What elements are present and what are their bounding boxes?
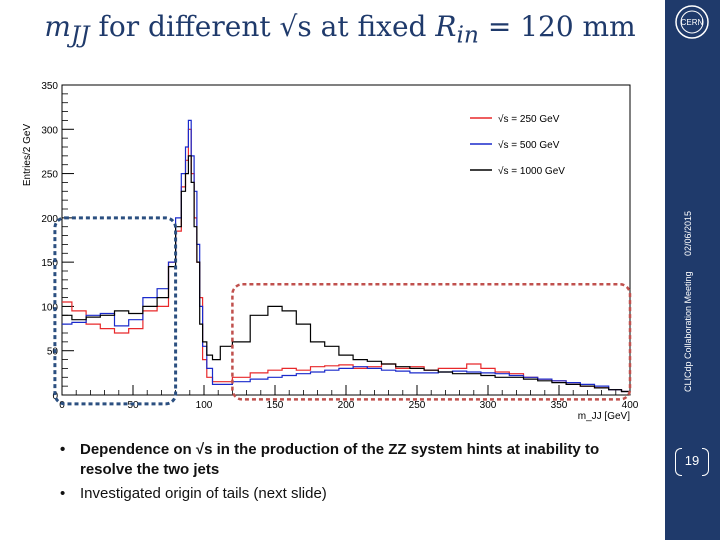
legend-label-2: √s = 500 GeV (498, 139, 560, 151)
slide-title: mJJ for different √s at fixed Rin = 120 … (20, 10, 660, 49)
y-tick-label: 250 (41, 170, 58, 181)
y-tick-label: 300 (41, 125, 58, 136)
y-tick-label: 50 (47, 347, 59, 358)
cern-logo-icon: CERN (675, 5, 709, 39)
title-text-1: for different (89, 10, 280, 43)
histogram-chart: 0 50 100 150 200 250 300 350 0 50 100 150 200 250 300 3… (22, 81, 639, 422)
title-sqrt-s: √s (279, 10, 312, 43)
x-tick-label: 300 (480, 400, 497, 411)
x-tick-label: 350 (551, 400, 568, 411)
y-axis-label: Entries/2 GeV (22, 124, 33, 187)
plot-frame (61, 84, 631, 396)
title-r: R (435, 10, 457, 43)
series-line-3 (62, 155, 630, 393)
low-mass-region-box (53, 216, 178, 406)
x-tick-label: 50 (127, 400, 139, 411)
x-tick-label: 200 (338, 400, 355, 411)
sidebar: CERN 02/06/2015 CLICdp Collaboration Mee… (665, 0, 720, 540)
date-label: 02/06/2015 (683, 210, 693, 256)
x-axis-label: m_JJ [GeV] (578, 411, 630, 422)
x-tick-label: 100 (196, 400, 213, 411)
legend-label-3: √s = 1000 GeV (498, 165, 565, 177)
cern-logo-text: CERN (681, 18, 704, 27)
bullet-list: Dependence on √s in the production of th… (60, 440, 620, 508)
y-tick-label: 0 (52, 391, 58, 402)
y-tick-label: 200 (41, 214, 58, 225)
x-tick-label: 400 (622, 400, 639, 411)
title-text-2: at fixed (311, 10, 436, 43)
meeting-label: CLICdp Collaboration Meeting (683, 271, 693, 392)
title-r-subscript: in (456, 20, 479, 49)
page-number: 19 (675, 446, 709, 476)
legend-label-1: √s = 250 GeV (498, 113, 560, 125)
title-m: m (44, 10, 71, 43)
title-text-3: = 120 mm (478, 10, 636, 43)
series-line-2 (62, 119, 630, 393)
bullet-2: Investigated origin of tails (next slide… (60, 484, 620, 504)
y-tick-label: 350 (41, 81, 58, 92)
y-tick-label: 100 (41, 302, 58, 313)
bullet-1: Dependence on √s in the production of th… (60, 440, 620, 480)
y-tick-label: 150 (41, 258, 58, 269)
x-tick-label: 0 (59, 400, 65, 411)
title-m-subscript: JJ (70, 20, 90, 49)
x-tick-label: 250 (409, 400, 426, 411)
x-tick-label: 150 (267, 400, 284, 411)
